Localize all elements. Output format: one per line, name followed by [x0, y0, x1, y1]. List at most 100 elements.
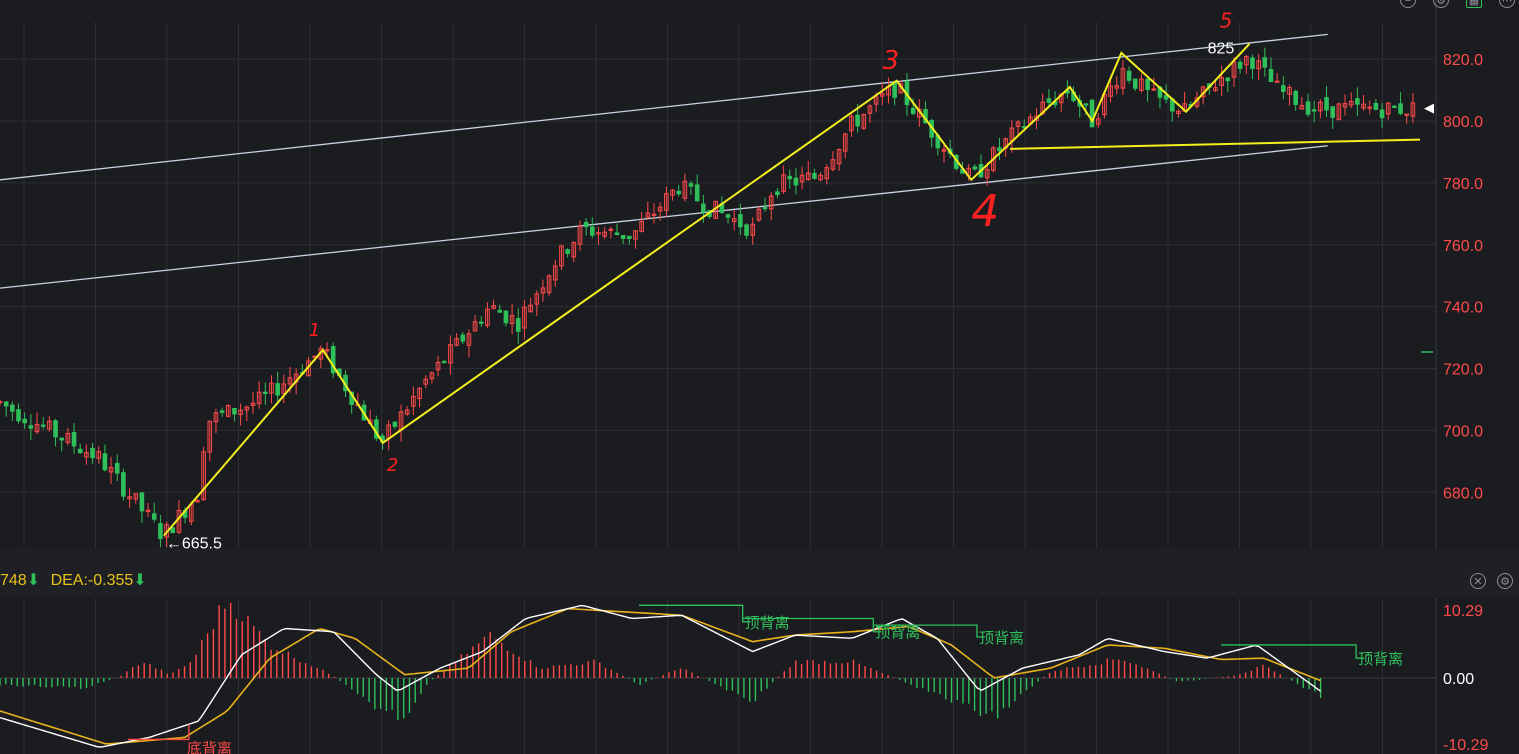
candle-down[interactable]	[1355, 98, 1360, 105]
candle-up[interactable]	[250, 402, 256, 406]
candle-up[interactable]	[225, 405, 231, 417]
candle-up[interactable]	[664, 193, 669, 211]
candle-down[interactable]	[90, 447, 95, 459]
candle-up[interactable]	[244, 406, 250, 411]
candle-up[interactable]	[608, 228, 614, 231]
candle-up[interactable]	[454, 338, 459, 346]
candle-down[interactable]	[114, 462, 120, 474]
candle-up[interactable]	[0, 400, 3, 404]
candle-up[interactable]	[1114, 85, 1120, 89]
candle-up[interactable]	[411, 395, 416, 407]
candle-down[interactable]	[855, 114, 860, 127]
candle-up[interactable]	[287, 377, 293, 385]
candle-down[interactable]	[28, 425, 34, 429]
candle-up[interactable]	[824, 167, 830, 180]
candle-down[interactable]	[1145, 78, 1150, 91]
candle-up[interactable]	[836, 149, 842, 165]
candlesticks[interactable]	[0, 47, 1416, 548]
candle-down[interactable]	[1268, 69, 1274, 82]
candle-down[interactable]	[503, 310, 509, 324]
candle-up[interactable]	[1348, 101, 1354, 106]
candle-down[interactable]	[1132, 78, 1138, 89]
candle-up[interactable]	[991, 147, 996, 171]
candle-up[interactable]	[1231, 61, 1237, 78]
candle-down[interactable]	[158, 523, 163, 540]
candle-down[interactable]	[22, 418, 27, 424]
candle-down[interactable]	[71, 432, 77, 447]
candle-down[interactable]	[1373, 103, 1379, 110]
candle-up[interactable]	[657, 206, 663, 212]
candle-up[interactable]	[256, 391, 262, 405]
candle-down[interactable]	[16, 409, 21, 422]
candle-up[interactable]	[682, 180, 688, 199]
candle-up[interactable]	[750, 223, 756, 236]
candle-down[interactable]	[1126, 70, 1132, 81]
candle-up[interactable]	[1361, 103, 1366, 109]
candle-up[interactable]	[1108, 85, 1113, 97]
candle-up[interactable]	[577, 225, 583, 245]
candle-down[interactable]	[392, 421, 398, 427]
candle-up[interactable]	[861, 113, 867, 129]
candle-up[interactable]	[269, 382, 274, 394]
candle-up[interactable]	[1385, 102, 1391, 115]
candle-up[interactable]	[127, 496, 132, 500]
candle-up[interactable]	[1151, 88, 1157, 91]
candle-up[interactable]	[195, 500, 200, 503]
candle-up[interactable]	[429, 372, 435, 380]
candle-up[interactable]	[645, 212, 651, 218]
candle-up[interactable]	[417, 387, 422, 400]
candle-up[interactable]	[1095, 118, 1101, 125]
candle-up[interactable]	[534, 293, 540, 305]
candle-up[interactable]	[213, 412, 219, 423]
candle-down[interactable]	[694, 184, 700, 202]
candle-up[interactable]	[849, 116, 854, 132]
candle-up[interactable]	[1287, 86, 1292, 95]
candle-up[interactable]	[1274, 80, 1280, 83]
candle-up[interactable]	[799, 174, 805, 183]
candle-up[interactable]	[281, 383, 287, 395]
gear-icon[interactable]: ⚙	[1497, 573, 1513, 589]
candle-up[interactable]	[559, 245, 564, 267]
candle-up[interactable]	[1336, 103, 1342, 121]
candle-up[interactable]	[1034, 115, 1039, 121]
candle-up[interactable]	[404, 409, 410, 415]
candle-up[interactable]	[423, 378, 429, 385]
candle-up[interactable]	[830, 159, 836, 170]
candle-down[interactable]	[10, 404, 15, 412]
candle-down[interactable]	[583, 221, 589, 228]
candle-up[interactable]	[207, 420, 213, 453]
candle-down[interactable]	[614, 232, 620, 236]
candle-up[interactable]	[65, 432, 71, 443]
candle-down[interactable]	[102, 453, 108, 471]
candle-up[interactable]	[522, 306, 527, 329]
candle-down[interactable]	[701, 203, 706, 213]
candle-down[interactable]	[441, 360, 447, 364]
candle-down[interactable]	[497, 309, 503, 313]
candle-down[interactable]	[997, 147, 1002, 152]
candle-up[interactable]	[651, 213, 657, 216]
candle-down[interactable]	[775, 191, 780, 195]
candle-up[interactable]	[873, 96, 879, 105]
candle-down[interactable]	[1379, 109, 1385, 119]
candle-up[interactable]	[781, 174, 786, 192]
candle-up[interactable]	[768, 195, 774, 210]
candle-down[interactable]	[1398, 103, 1403, 114]
candle-up[interactable]	[639, 220, 644, 232]
candle-up[interactable]	[1139, 78, 1144, 91]
candle-up[interactable]	[1299, 105, 1305, 110]
candle-up[interactable]	[540, 287, 546, 294]
candle-down[interactable]	[40, 424, 46, 427]
candle-down[interactable]	[263, 391, 268, 395]
candle-up[interactable]	[96, 451, 102, 459]
candle-down[interactable]	[1237, 61, 1243, 69]
candle-down[interactable]	[1089, 99, 1095, 128]
candle-up[interactable]	[1367, 106, 1373, 109]
candle-down[interactable]	[910, 107, 916, 114]
candle-up[interactable]	[1244, 56, 1249, 66]
candle-down[interactable]	[330, 346, 336, 374]
candle-up[interactable]	[34, 423, 40, 433]
candle-down[interactable]	[515, 318, 521, 332]
candle-up[interactable]	[1404, 113, 1410, 116]
candle-down[interactable]	[590, 226, 595, 236]
